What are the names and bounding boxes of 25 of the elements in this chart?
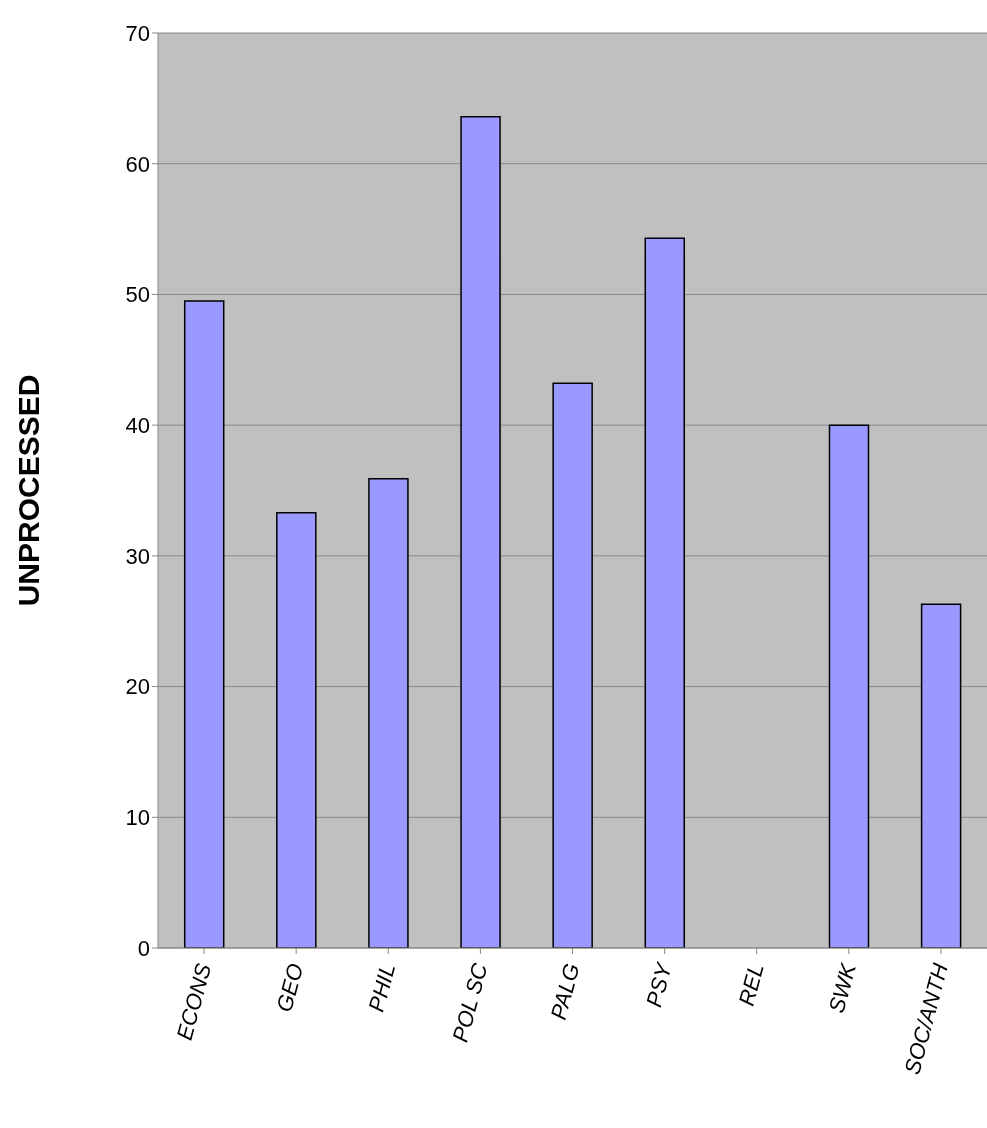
y-tick-label: 70 <box>125 20 150 46</box>
bar <box>460 115 501 948</box>
bar <box>368 477 409 948</box>
y-tick-label: 0 <box>137 935 150 961</box>
x-tick-label: PALG <box>545 960 585 1023</box>
y-tick-label: 30 <box>125 543 150 569</box>
x-tick-label: GEO <box>271 960 309 1015</box>
bar <box>828 424 870 948</box>
x-tick-label: ECONS <box>171 960 217 1043</box>
y-tick-label: 10 <box>125 805 150 831</box>
x-tick-label: POL SC <box>447 960 493 1045</box>
bar <box>644 237 686 948</box>
y-tick-label: 60 <box>125 151 150 177</box>
bar <box>920 603 962 948</box>
x-tick-label: SWK <box>823 959 862 1016</box>
bar <box>552 382 593 948</box>
y-tick-label: 40 <box>125 412 150 438</box>
y-axis-title: UNPROCESSED <box>11 374 45 607</box>
x-tick-label: PHIL <box>363 960 401 1015</box>
y-tick-label: 20 <box>125 674 150 700</box>
bar <box>183 300 225 948</box>
y-tick-label: 50 <box>125 282 150 308</box>
x-tick-label: PSY <box>641 959 678 1010</box>
bar <box>276 511 317 948</box>
x-tick-label: REL <box>733 960 769 1009</box>
